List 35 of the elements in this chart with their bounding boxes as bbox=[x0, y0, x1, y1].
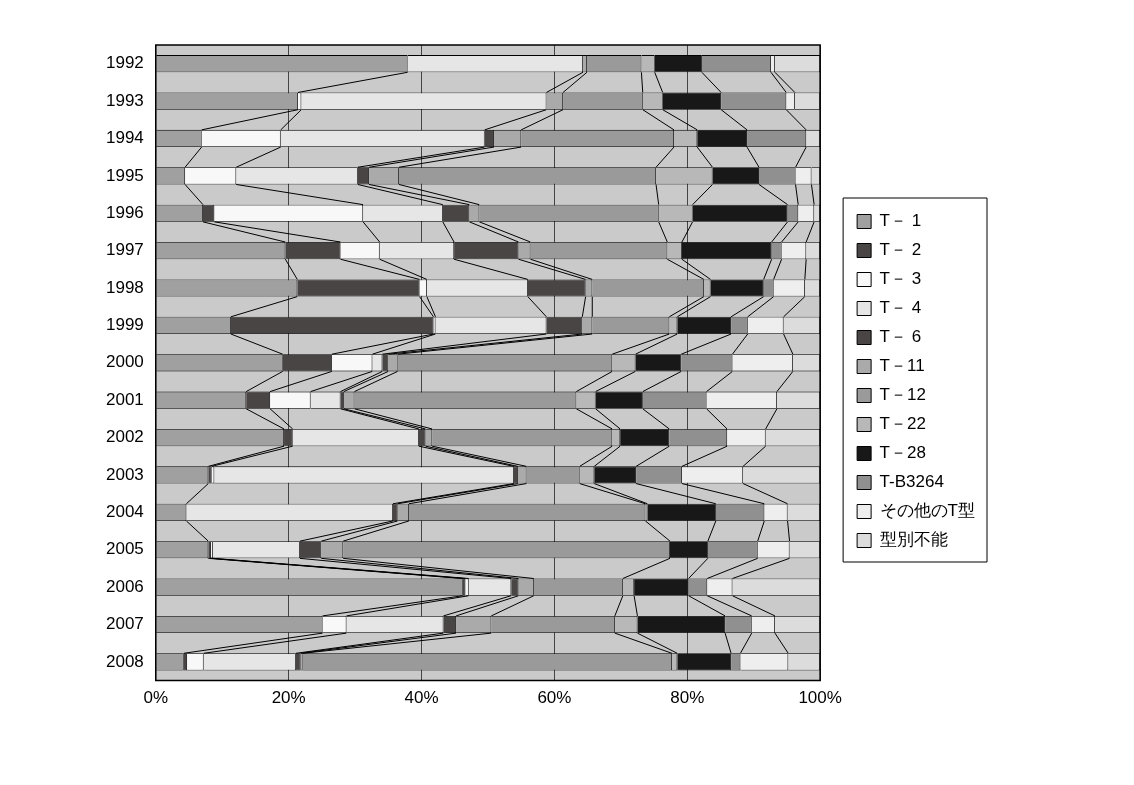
legend-label: T－ 4 bbox=[879, 298, 922, 318]
legend-label: T－12 bbox=[879, 385, 926, 405]
y-tick-label: 1995 bbox=[105, 165, 144, 185]
y-tick-label: 1999 bbox=[105, 315, 144, 335]
x-tick-label: 80% bbox=[670, 688, 705, 708]
y-tick-label: 2008 bbox=[105, 651, 144, 671]
y-tick-label: 1993 bbox=[105, 90, 144, 110]
legend-label: T－22 bbox=[879, 414, 926, 434]
legend-label: T－ 6 bbox=[879, 327, 922, 347]
x-tick-label: 60% bbox=[537, 688, 572, 708]
x-tick-label: 40% bbox=[404, 688, 439, 708]
y-tick-label: 1997 bbox=[105, 240, 144, 260]
x-tick-label: 0% bbox=[143, 688, 169, 708]
legend-label: T－11 bbox=[879, 356, 925, 376]
legend-label: T－ 2 bbox=[879, 240, 922, 260]
y-tick-label: 2001 bbox=[105, 389, 144, 409]
legend-label: 型別不能 bbox=[879, 530, 948, 550]
y-tick-label: 2000 bbox=[105, 352, 144, 372]
legend-label: その他のT型 bbox=[879, 501, 976, 521]
y-tick-label: 1992 bbox=[105, 53, 144, 73]
legend-label: T-B3264 bbox=[879, 472, 944, 492]
y-tick-label: 2003 bbox=[105, 464, 144, 484]
legend-label: T－ 3 bbox=[879, 269, 922, 289]
x-tick-label: 20% bbox=[271, 688, 306, 708]
y-tick-label: 1996 bbox=[105, 202, 144, 222]
y-tick-label: 1998 bbox=[105, 277, 144, 297]
y-tick-label: 2006 bbox=[105, 576, 144, 596]
y-tick-label: 2004 bbox=[105, 502, 144, 522]
x-tick-label: 100% bbox=[798, 688, 842, 708]
y-tick-label: 1994 bbox=[105, 128, 144, 148]
legend-label: T－ 1 bbox=[879, 211, 922, 231]
y-tick-label: 2005 bbox=[105, 539, 144, 559]
y-tick-label: 2002 bbox=[105, 427, 144, 447]
y-tick-label: 2007 bbox=[105, 614, 144, 634]
legend-label: T－28 bbox=[879, 443, 926, 463]
